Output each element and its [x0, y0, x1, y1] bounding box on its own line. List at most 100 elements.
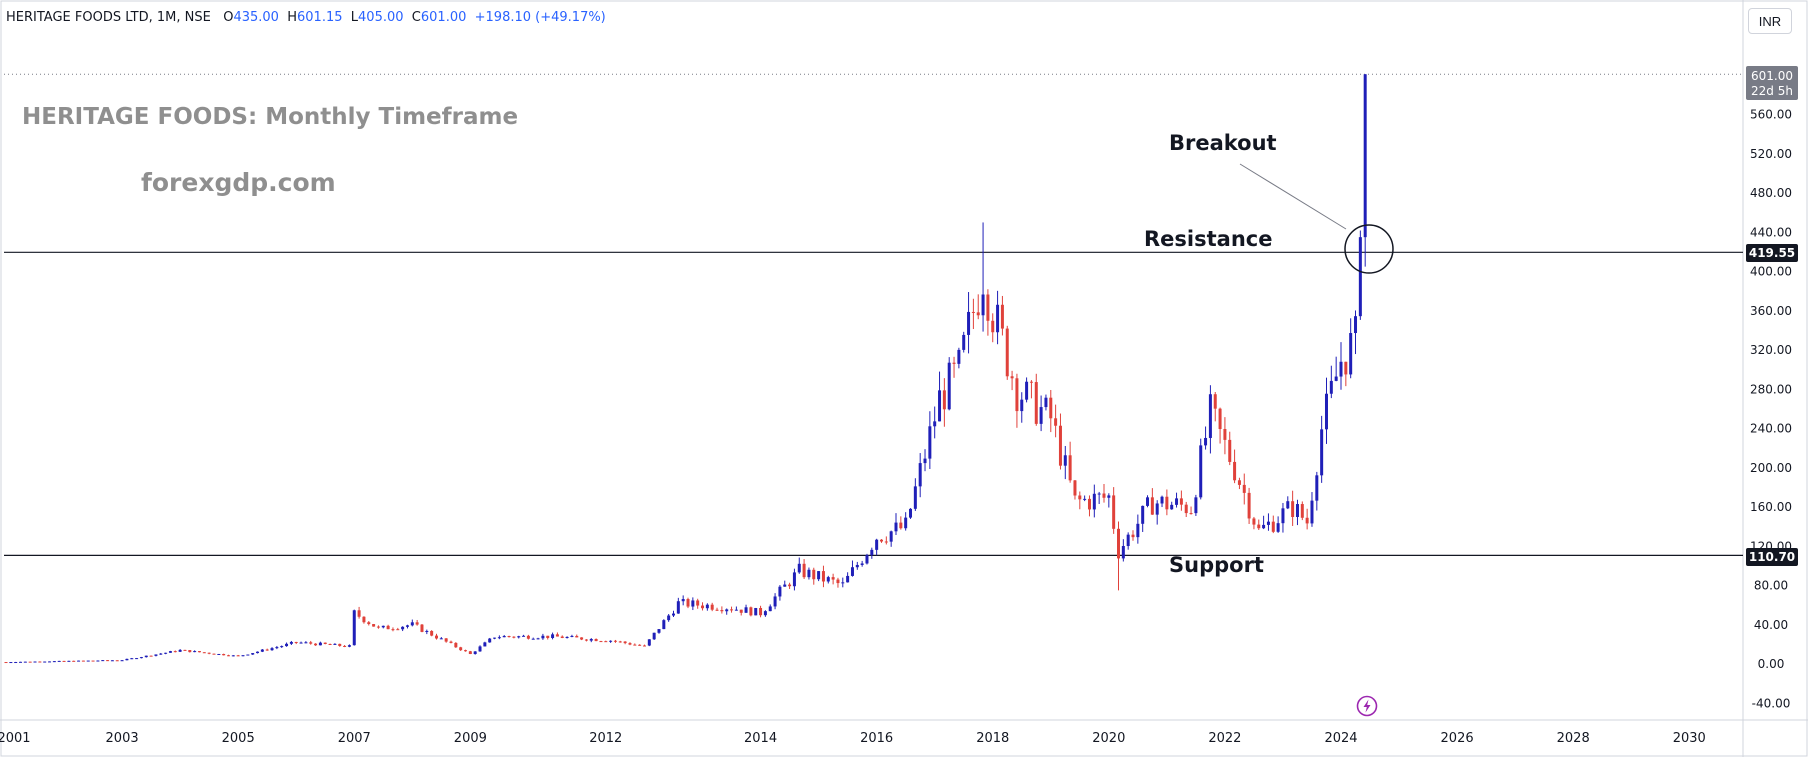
y-tick-label: 0.00 [1758, 657, 1785, 671]
candle-body [1126, 534, 1130, 546]
candle-body [212, 653, 216, 655]
open-label: O [223, 10, 234, 25]
candle-body [1097, 493, 1101, 495]
low-value: 405.00 [358, 10, 404, 25]
candle-body [623, 641, 627, 644]
candle-body [517, 636, 521, 638]
candle-body [473, 651, 477, 655]
candle-body [202, 652, 206, 654]
candle-body [1102, 493, 1106, 498]
candle-body [164, 652, 168, 654]
candle-body [705, 604, 709, 609]
candle-body [1286, 501, 1290, 509]
x-tick-label: 2001 [0, 731, 31, 746]
candle-body [1257, 524, 1261, 529]
candle-body [4, 662, 8, 664]
candle-body [628, 643, 632, 645]
ohlc-legend[interactable]: HERITAGE FOODS LTD, 1M, NSE O435.00 H601… [6, 10, 606, 25]
candle-body [952, 362, 956, 364]
chart-title: HERITAGE FOODS: Monthly Timeframe [22, 104, 519, 130]
candle-body [599, 641, 603, 643]
resistance-price-tag: 419.55 [1749, 246, 1795, 260]
candle-body [923, 458, 927, 464]
candle-body [536, 638, 540, 640]
candle-body [1204, 437, 1208, 446]
candle-body [715, 609, 719, 611]
candle-body [33, 661, 37, 663]
candle-body [696, 600, 700, 606]
y-tick-label: 240.00 [1750, 422, 1792, 436]
candle-body [928, 426, 932, 459]
candle-body [1218, 408, 1222, 430]
candle-body [909, 508, 913, 518]
candle-body [831, 577, 835, 580]
candle-body [478, 646, 482, 652]
candle-body [522, 635, 526, 637]
candle-body [507, 636, 511, 638]
candle-body [367, 622, 371, 625]
candle-body [918, 463, 922, 487]
candle-body [1092, 493, 1096, 510]
candle-body [23, 661, 27, 663]
y-tick-label: -40.00 [1752, 696, 1791, 710]
candle-body [328, 644, 332, 646]
candle-body [410, 622, 414, 626]
candle-body [546, 635, 550, 638]
y-tick-label: 200.00 [1750, 461, 1792, 475]
candle-body [381, 625, 385, 628]
candle-series [4, 74, 1367, 664]
candle-body [1228, 439, 1232, 462]
candle-body [807, 569, 811, 578]
candle-body [967, 311, 971, 335]
candle-body [773, 596, 777, 607]
candle-body [86, 660, 90, 662]
candle-body [168, 651, 172, 653]
candle-body [1015, 378, 1019, 412]
x-tick-label: 2022 [1208, 731, 1241, 746]
candle-body [1262, 524, 1266, 529]
candle-body [1233, 461, 1237, 481]
x-tick-label: 2026 [1441, 731, 1474, 746]
candle-body [309, 642, 313, 644]
lightning-icon[interactable] [1356, 695, 1378, 717]
candle-body [701, 605, 705, 609]
candle-body [464, 650, 468, 652]
candle-body [43, 661, 47, 663]
y-tick-label: 80.00 [1754, 579, 1788, 593]
candle-body [193, 651, 197, 653]
currency-button[interactable]: INR [1748, 8, 1792, 34]
candle-body [1063, 455, 1067, 466]
candle-body [894, 522, 898, 532]
candle-body [1117, 528, 1120, 559]
candle-body [1271, 521, 1275, 532]
symbol-label[interactable]: HERITAGE FOODS LTD, 1M, NSE [6, 10, 211, 25]
price-axis[interactable]: -40.000.0040.0080.00120.00160.00200.0024… [1750, 108, 1792, 711]
candle-body [439, 638, 443, 640]
candle-body [933, 421, 937, 427]
breakout-circle[interactable] [1344, 224, 1394, 274]
candle-body [1295, 504, 1299, 517]
candle-body [386, 625, 390, 630]
candle-body [231, 655, 235, 657]
candle-body [855, 564, 859, 568]
candle-body [942, 390, 946, 410]
candle-body [734, 609, 738, 611]
time-axis[interactable]: 2001 2003 2005 2007 2009 2012 2014 2016 2018 2020… [0, 731, 1706, 746]
candle-body [149, 655, 153, 657]
high-label: H [287, 10, 298, 25]
candle-body [1363, 74, 1367, 238]
candle-body [1315, 475, 1319, 501]
candle-body [236, 655, 240, 657]
candle-body [444, 638, 448, 642]
candle-body [744, 607, 748, 613]
candle-body [1305, 517, 1309, 524]
candle-body [1208, 394, 1212, 438]
candle-body [763, 611, 767, 616]
candle-body [783, 584, 787, 587]
candle-body [188, 650, 192, 653]
candle-body [749, 607, 753, 616]
candle-body [1078, 495, 1082, 500]
